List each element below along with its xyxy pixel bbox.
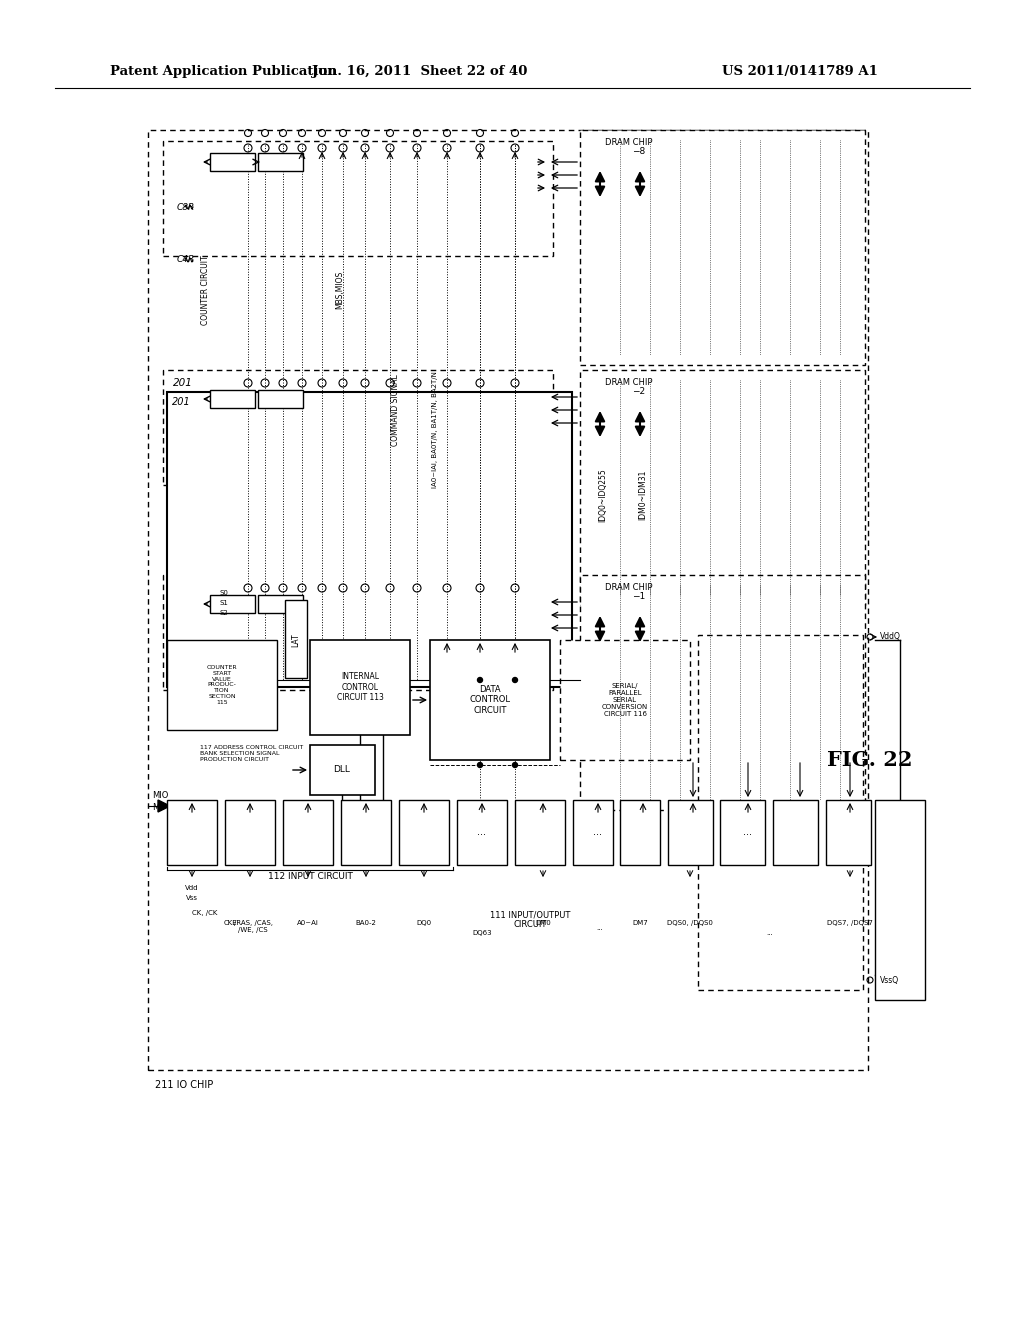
Text: A0~Ai: A0~Ai xyxy=(297,920,318,927)
Text: 201: 201 xyxy=(172,397,190,407)
Text: IA0~IAi, BA0T/N, BA1T/N, BA2T/N: IA0~IAi, BA0T/N, BA1T/N, BA2T/N xyxy=(432,371,438,488)
FancyBboxPatch shape xyxy=(580,576,865,810)
FancyBboxPatch shape xyxy=(167,640,278,730)
FancyBboxPatch shape xyxy=(210,595,255,612)
FancyBboxPatch shape xyxy=(210,153,255,172)
Text: 201: 201 xyxy=(173,378,193,388)
Text: DQ63: DQ63 xyxy=(472,931,492,936)
Text: C4R: C4R xyxy=(177,256,196,264)
Text: VssQ: VssQ xyxy=(880,975,899,985)
FancyBboxPatch shape xyxy=(668,800,713,865)
Text: DM7: DM7 xyxy=(632,920,648,927)
FancyBboxPatch shape xyxy=(620,800,660,865)
FancyBboxPatch shape xyxy=(163,141,553,256)
Text: DLL: DLL xyxy=(334,766,350,775)
Text: MBS,MIOS: MBS,MIOS xyxy=(336,271,344,309)
FancyBboxPatch shape xyxy=(163,370,553,484)
Text: ...: ... xyxy=(477,828,486,837)
Text: Patent Application Publication: Patent Application Publication xyxy=(110,66,337,78)
Text: Vss: Vss xyxy=(186,895,198,902)
FancyBboxPatch shape xyxy=(163,576,553,690)
Text: MB: MB xyxy=(152,804,165,813)
Text: DM0: DM0 xyxy=(536,920,551,927)
Polygon shape xyxy=(158,800,170,812)
FancyBboxPatch shape xyxy=(167,800,217,865)
Circle shape xyxy=(477,763,482,767)
Text: COUNTER CIRCUIT: COUNTER CIRCUIT xyxy=(201,255,210,325)
FancyBboxPatch shape xyxy=(310,744,375,795)
Text: FIG. 22: FIG. 22 xyxy=(827,750,912,770)
Text: CK, /CK: CK, /CK xyxy=(193,909,218,916)
FancyBboxPatch shape xyxy=(773,800,818,865)
Text: Jun. 16, 2011  Sheet 22 of 40: Jun. 16, 2011 Sheet 22 of 40 xyxy=(312,66,527,78)
FancyBboxPatch shape xyxy=(720,800,765,865)
Text: C8R: C8R xyxy=(177,202,196,211)
FancyBboxPatch shape xyxy=(210,389,255,408)
Text: −2: −2 xyxy=(632,387,645,396)
Text: US 2011/0141789 A1: US 2011/0141789 A1 xyxy=(722,66,878,78)
Text: S0: S0 xyxy=(219,590,228,597)
FancyBboxPatch shape xyxy=(310,640,410,735)
Text: /RAS, /CAS,
/WE, /CS: /RAS, /CAS, /WE, /CS xyxy=(233,920,272,933)
Text: INTERNAL
CONTROL
CIRCUIT 113: INTERNAL CONTROL CIRCUIT 113 xyxy=(337,672,383,702)
FancyBboxPatch shape xyxy=(430,640,550,760)
FancyBboxPatch shape xyxy=(258,595,303,612)
Text: MIO: MIO xyxy=(152,791,168,800)
Text: IDQ0~IDQ255: IDQ0~IDQ255 xyxy=(598,469,607,521)
Text: DQS0, /DQS0: DQS0, /DQS0 xyxy=(667,920,713,927)
Text: S1: S1 xyxy=(219,601,228,606)
FancyBboxPatch shape xyxy=(341,800,391,865)
Text: SERIAL/
PARALLEL
SERIAL
CONVERSION
CIRCUIT 116: SERIAL/ PARALLEL SERIAL CONVERSION CIRCU… xyxy=(602,682,648,717)
Text: CKE: CKE xyxy=(223,920,237,927)
Text: DRAM CHIP: DRAM CHIP xyxy=(605,378,652,387)
Text: DRAM CHIP: DRAM CHIP xyxy=(605,139,652,147)
Text: S2: S2 xyxy=(219,610,228,616)
Text: Vdd: Vdd xyxy=(185,884,199,891)
Text: ...: ... xyxy=(742,828,752,837)
FancyBboxPatch shape xyxy=(580,129,865,366)
FancyBboxPatch shape xyxy=(826,800,871,865)
Text: COUNTER
START
VALUE
PRODUC-
TION
SECTION
115: COUNTER START VALUE PRODUC- TION SECTION… xyxy=(207,665,238,705)
Text: VddQ: VddQ xyxy=(880,632,901,642)
Text: 117 ADDRESS CONTROL CIRCUIT
BANK SELECTION SIGNAL
PRODUCTION CIRCUIT: 117 ADDRESS CONTROL CIRCUIT BANK SELECTI… xyxy=(200,744,303,762)
FancyBboxPatch shape xyxy=(285,601,307,678)
FancyBboxPatch shape xyxy=(225,800,275,865)
FancyBboxPatch shape xyxy=(258,389,303,408)
Text: DQS7, /DQS7: DQS7, /DQS7 xyxy=(827,920,872,927)
Text: LAT: LAT xyxy=(292,634,300,647)
Text: COMMAND SIGNAL: COMMAND SIGNAL xyxy=(390,374,399,446)
Circle shape xyxy=(512,677,517,682)
Text: −8: −8 xyxy=(632,147,645,156)
FancyBboxPatch shape xyxy=(698,635,863,990)
FancyBboxPatch shape xyxy=(148,129,868,1071)
FancyBboxPatch shape xyxy=(573,800,613,865)
FancyBboxPatch shape xyxy=(457,800,507,865)
Text: 111 INPUT/OUTPUT
CIRCUIT: 111 INPUT/OUTPUT CIRCUIT xyxy=(489,909,570,929)
FancyBboxPatch shape xyxy=(399,800,449,865)
Text: DQ0: DQ0 xyxy=(417,920,431,927)
Text: ...: ... xyxy=(593,828,601,837)
FancyBboxPatch shape xyxy=(515,800,565,865)
FancyBboxPatch shape xyxy=(167,392,572,686)
Text: −1: −1 xyxy=(632,591,645,601)
Text: 211 IO CHIP: 211 IO CHIP xyxy=(155,1080,213,1090)
Text: IDM0~IDM31: IDM0~IDM31 xyxy=(639,470,647,520)
Text: DATA
CONTROL
CIRCUIT: DATA CONTROL CIRCUIT xyxy=(469,685,511,715)
Text: 112 INPUT CIRCUIT: 112 INPUT CIRCUIT xyxy=(267,873,352,880)
FancyBboxPatch shape xyxy=(258,153,303,172)
Circle shape xyxy=(512,763,517,767)
Text: ...: ... xyxy=(597,925,603,931)
FancyBboxPatch shape xyxy=(580,370,865,605)
Text: BA0-2: BA0-2 xyxy=(355,920,377,927)
FancyBboxPatch shape xyxy=(874,800,925,1001)
Text: ...: ... xyxy=(767,931,773,936)
Circle shape xyxy=(477,677,482,682)
Text: DRAM CHIP: DRAM CHIP xyxy=(605,583,652,591)
FancyBboxPatch shape xyxy=(283,800,333,865)
FancyBboxPatch shape xyxy=(560,640,690,760)
